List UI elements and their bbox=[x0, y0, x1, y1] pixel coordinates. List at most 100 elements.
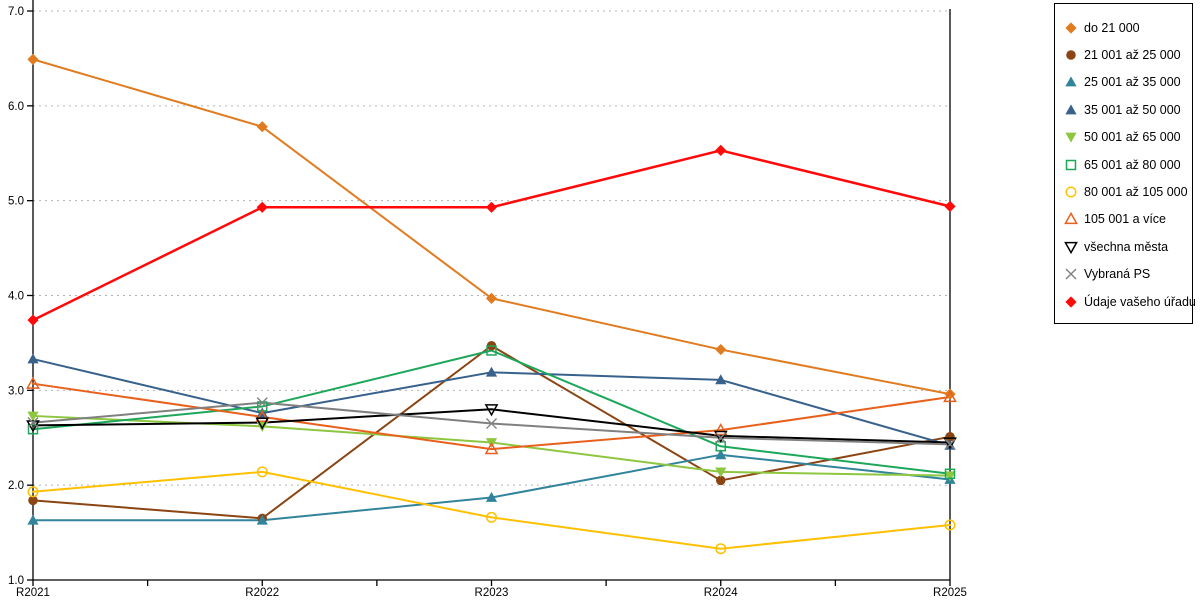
data-point-triangle-down bbox=[715, 467, 727, 478]
legend-item: do 21 000 bbox=[1063, 14, 1186, 41]
data-point-diamond bbox=[256, 201, 268, 213]
data-point-diamond bbox=[1065, 295, 1077, 308]
legend-item: 105 001 a více bbox=[1063, 206, 1186, 233]
data-point-triangle-down bbox=[255, 417, 270, 430]
data-point-diamond bbox=[944, 200, 956, 212]
legend-item: 25 001 až 35 000 bbox=[1063, 69, 1186, 96]
triangle-up-legend-icon bbox=[1065, 76, 1077, 87]
data-point-circle bbox=[1066, 50, 1076, 60]
legend-item: Vybraná PS bbox=[1063, 261, 1186, 288]
data-point-diamond bbox=[485, 292, 498, 304]
data-point-diamond bbox=[27, 53, 39, 65]
data-point-diamond bbox=[27, 314, 39, 326]
y-tick-label: 7.0 bbox=[8, 6, 24, 18]
x-tick-label: R2024 bbox=[704, 587, 738, 599]
data-point-triangle-up bbox=[27, 353, 39, 364]
data-point-triangle-down bbox=[484, 404, 499, 417]
series-line bbox=[32, 382, 951, 451]
data-point-triangle-down bbox=[1065, 132, 1077, 143]
data-point-triangle-down bbox=[943, 437, 957, 450]
data-point-diamond bbox=[485, 201, 498, 213]
data-point-diamond bbox=[1065, 22, 1077, 34]
legend-label: Údaje vašeho úřadu bbox=[1084, 294, 1196, 309]
data-point-x bbox=[256, 397, 268, 409]
data-point-square bbox=[486, 345, 497, 356]
square-legend-icon bbox=[1065, 159, 1077, 170]
legend-item: 65 001 až 80 000 bbox=[1063, 151, 1186, 178]
y-tick-label: 4.0 bbox=[8, 291, 24, 303]
data-point-triangle-down bbox=[713, 430, 728, 443]
y-tick-label: 3.0 bbox=[8, 385, 24, 397]
data-point-square bbox=[1065, 159, 1077, 170]
data-point-triangle-up bbox=[484, 441, 499, 455]
data-point-circle bbox=[485, 511, 498, 523]
legend-item: 80 001 až 105 000 bbox=[1063, 178, 1188, 205]
data-point-triangle-up bbox=[1065, 76, 1077, 87]
triangle-up-legend-icon bbox=[1065, 104, 1077, 115]
data-point-circle bbox=[27, 486, 39, 498]
data-point-square bbox=[27, 423, 39, 435]
data-point-diamond bbox=[715, 144, 727, 157]
data-point-triangle-down bbox=[1064, 241, 1078, 254]
circle-legend-icon bbox=[1066, 50, 1076, 60]
data-point-circle bbox=[28, 495, 38, 506]
legend-label: Vybraná PS bbox=[1084, 267, 1151, 282]
legend-label: 25 001 až 35 000 bbox=[1084, 75, 1181, 90]
data-point-triangle-up bbox=[27, 514, 39, 525]
data-point-triangle-up bbox=[1065, 104, 1077, 115]
data-point-triangle-up bbox=[26, 376, 40, 389]
data-point-x bbox=[485, 417, 498, 430]
data-point-triangle-down bbox=[27, 411, 39, 422]
legend-label: 21 001 až 25 000 bbox=[1084, 48, 1181, 63]
legend-label: 105 001 a více bbox=[1084, 212, 1167, 227]
x-tick-label: R2022 bbox=[245, 587, 279, 599]
data-point-triangle-up bbox=[485, 366, 498, 377]
legend-item: Údaje vašeho úřadu bbox=[1063, 288, 1196, 315]
series-line bbox=[32, 470, 951, 550]
legend-item: 50 001 až 65 000 bbox=[1063, 124, 1186, 151]
y-tick-label: 5.0 bbox=[8, 196, 24, 208]
data-point-triangle-up bbox=[256, 514, 268, 525]
diamond-legend-icon bbox=[1065, 22, 1077, 34]
data-point-triangle-up bbox=[1064, 212, 1078, 225]
legend-item: 21 001 až 25 000 bbox=[1063, 41, 1186, 68]
legend-label: 65 001 až 80 000 bbox=[1084, 157, 1181, 172]
y-tick-label: 2.0 bbox=[8, 480, 24, 492]
data-point-triangle-up bbox=[715, 449, 727, 460]
x-tick-label: R2023 bbox=[475, 587, 509, 599]
data-point-diamond bbox=[256, 121, 268, 133]
legend-label: 50 001 až 65 000 bbox=[1084, 130, 1181, 145]
data-point-circle bbox=[1065, 186, 1077, 198]
data-point-x bbox=[27, 417, 39, 429]
diamond-legend-icon bbox=[1065, 295, 1077, 308]
data-point-x bbox=[715, 432, 727, 444]
x-legend-icon bbox=[1065, 268, 1077, 280]
triangle-down-legend-icon bbox=[1064, 241, 1078, 254]
data-point-triangle-up bbox=[713, 423, 728, 436]
data-point-circle bbox=[715, 543, 727, 555]
data-point-triangle-down bbox=[944, 471, 956, 482]
data-point-circle bbox=[944, 519, 956, 531]
y-tick-label: 1.0 bbox=[8, 575, 24, 587]
data-point-triangle-up bbox=[715, 374, 727, 385]
series-line bbox=[32, 408, 951, 444]
data-point-triangle-up bbox=[255, 409, 270, 423]
y-tick-label: 6.0 bbox=[8, 101, 24, 113]
legend-label: 80 001 až 105 000 bbox=[1084, 185, 1188, 200]
circle-legend-icon bbox=[1065, 186, 1077, 198]
legend-item: 35 001 až 50 000 bbox=[1063, 96, 1186, 123]
data-point-triangle-up bbox=[485, 491, 498, 502]
x-tick-label: R2025 bbox=[933, 587, 967, 599]
legend-label: do 21 000 bbox=[1084, 20, 1140, 35]
triangle-down-legend-icon bbox=[1065, 132, 1077, 143]
legend: do 21 000 21 001 až 25 000 25 001 až 35 00… bbox=[1054, 3, 1196, 325]
data-point-triangle-up bbox=[943, 389, 957, 403]
triangle-up-legend-icon bbox=[1064, 212, 1078, 225]
data-point-circle bbox=[715, 475, 726, 486]
data-point-square bbox=[944, 468, 956, 480]
data-point-circle bbox=[256, 466, 268, 478]
legend-label: všechna města bbox=[1084, 239, 1169, 254]
data-point-diamond bbox=[715, 343, 727, 356]
data-point-x bbox=[944, 438, 956, 450]
